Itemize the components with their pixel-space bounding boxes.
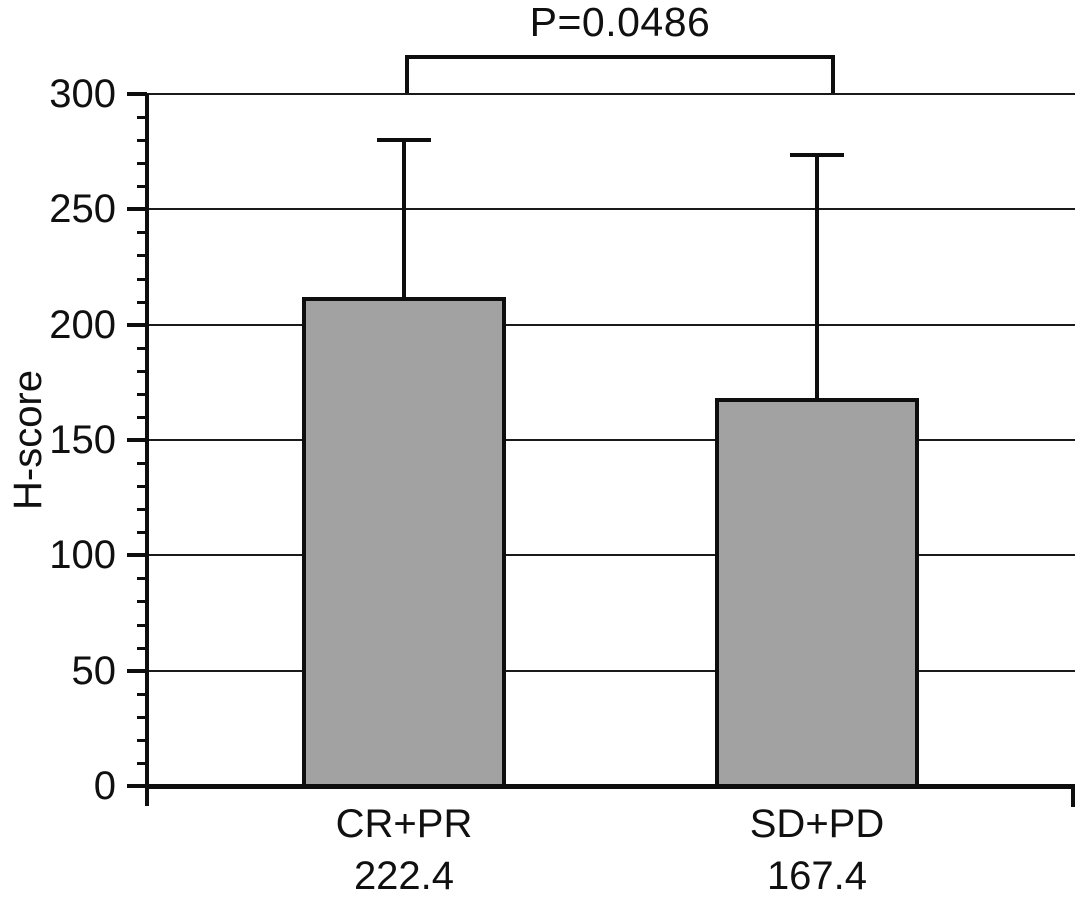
significance-bracket <box>405 55 835 95</box>
mean-value-label: 222.4 <box>353 854 455 898</box>
y-major-tick <box>127 92 147 96</box>
bar-sd-pd <box>715 398 919 788</box>
y-major-tick <box>127 784 147 788</box>
x-axis-end-tick <box>1071 786 1075 807</box>
y-minor-tick <box>137 761 147 765</box>
y-minor-tick <box>137 162 147 166</box>
y-tick-label: 200 <box>49 302 116 347</box>
gridline <box>147 669 1075 672</box>
y-axis-line <box>145 94 149 806</box>
y-minor-tick <box>137 415 147 419</box>
y-minor-tick <box>137 715 147 719</box>
y-minor-tick <box>137 623 147 627</box>
y-minor-tick <box>137 646 147 650</box>
y-tick-label: 150 <box>49 418 116 462</box>
y-minor-tick <box>137 231 147 235</box>
y-minor-tick <box>137 254 147 258</box>
y-minor-tick <box>137 392 147 396</box>
y-minor-tick <box>137 485 147 489</box>
y-tick-label: 100 <box>49 533 116 578</box>
gridline <box>147 93 1075 95</box>
x-category-label: SD+PD <box>749 802 885 846</box>
y-major-tick <box>127 553 147 558</box>
p-value-label: P=0.0486 <box>529 0 711 45</box>
y-minor-tick <box>137 462 147 466</box>
x-axis-line <box>145 784 1075 789</box>
error-bar-cap <box>790 152 844 157</box>
y-major-tick <box>127 322 147 327</box>
gridline <box>147 323 1075 326</box>
y-minor-tick <box>137 692 147 696</box>
mean-value-label: 167.4 <box>766 854 868 898</box>
y-major-tick <box>127 668 147 673</box>
y-major-tick <box>127 438 147 442</box>
y-minor-tick <box>137 508 147 512</box>
error-bar-cap <box>377 137 431 142</box>
y-minor-tick <box>137 577 147 581</box>
y-minor-tick <box>137 346 147 350</box>
y-tick-label: 300 <box>49 72 116 116</box>
y-tick-label: 0 <box>93 764 116 808</box>
gridline <box>147 439 1075 441</box>
y-minor-tick <box>137 738 147 742</box>
y-tick-label: 50 <box>71 648 117 693</box>
y-minor-tick <box>137 600 147 604</box>
y-minor-tick <box>137 139 147 143</box>
bar-cr-pr <box>302 297 506 788</box>
y-minor-tick <box>137 300 147 304</box>
gridline <box>147 554 1075 557</box>
y-minor-tick <box>137 531 147 535</box>
error-bar-stem <box>815 154 819 398</box>
y-minor-tick <box>137 369 147 373</box>
x-category-label: CR+PR <box>335 802 473 846</box>
y-minor-tick <box>137 277 147 281</box>
gridline <box>147 208 1075 211</box>
y-minor-tick <box>137 185 147 189</box>
error-bar-stem <box>402 139 406 298</box>
y-major-tick <box>127 207 147 212</box>
y-tick-label: 250 <box>49 187 116 232</box>
y-minor-tick <box>137 116 147 120</box>
